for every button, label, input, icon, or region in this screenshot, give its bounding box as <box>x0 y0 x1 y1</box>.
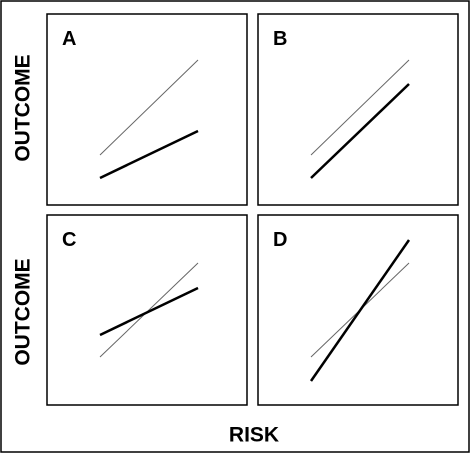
comparison-line <box>310 83 410 179</box>
panel-label: D <box>273 229 287 251</box>
panel-label: A <box>62 28 76 50</box>
y-axis-label: OUTCOME <box>12 54 35 161</box>
comparison-line <box>99 286 199 337</box>
panel-label: B <box>273 28 287 50</box>
x-axis-label: RISK <box>229 424 279 447</box>
panel-label: C <box>62 229 76 251</box>
reference-line <box>310 59 410 156</box>
panel-d <box>257 214 459 406</box>
comparison-line <box>99 129 199 180</box>
comparison-line <box>309 239 411 382</box>
reference-line <box>99 262 199 358</box>
y-axis-label: OUTCOME <box>12 258 35 365</box>
panel-c <box>46 214 248 406</box>
reference-line <box>99 59 199 156</box>
